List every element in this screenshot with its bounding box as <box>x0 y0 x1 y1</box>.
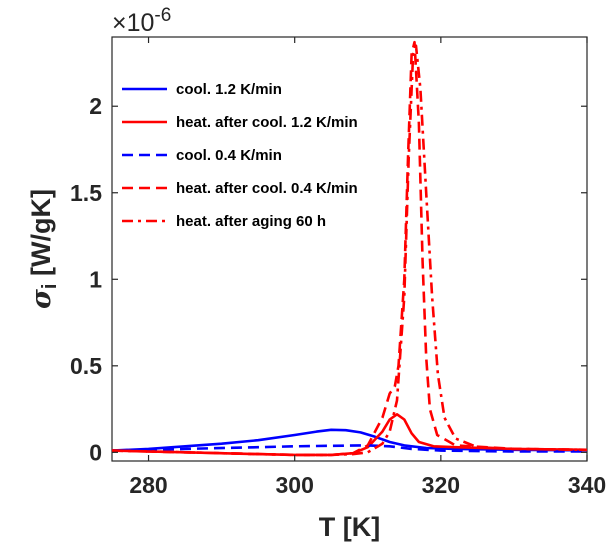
y-tick-label: 1.5 <box>70 180 102 206</box>
plot-frame <box>111 36 588 462</box>
x-tick-label: 280 <box>129 472 167 498</box>
y-axis-exponent: ×10-6 <box>112 5 171 37</box>
x-tick-label: 340 <box>568 472 606 498</box>
y-axis-ticks: 0 0.5 1 1.5 2 <box>70 93 587 465</box>
y-tick-label: 0.5 <box>70 353 102 379</box>
series-line-5 <box>112 44 587 457</box>
series-line-1 <box>112 428 587 452</box>
y-tick-label: 1 <box>89 266 102 292</box>
y-tick-label: 0 <box>89 439 102 465</box>
y-axis-unit: [W/gK] <box>26 189 56 283</box>
y-axis-subscript: i <box>39 283 61 289</box>
y-exponent-base: ×10 <box>112 9 154 37</box>
y-axis-label: σi [W/gK] <box>26 189 61 309</box>
x-tick-label: 300 <box>276 472 314 498</box>
y-tick-label: 2 <box>89 93 102 119</box>
legend-label: heat. after cool. 0.4 K/min <box>176 180 358 197</box>
y-axis-symbol: σ <box>26 289 57 309</box>
x-axis-ticks: 280 300 320 340 <box>129 37 606 498</box>
y-exponent-power: -6 <box>154 5 171 26</box>
legend: cool. 1.2 K/min heat. after cool. 1.2 K/m… <box>122 81 358 230</box>
legend-label: cool. 1.2 K/min <box>176 81 282 98</box>
legend-label: heat. after cool. 1.2 K/min <box>176 114 358 131</box>
legend-label: cool. 0.4 K/min <box>176 147 282 164</box>
legend-label: heat. after aging 60 h <box>176 213 326 230</box>
plot-area <box>111 36 588 462</box>
x-tick-label: 320 <box>422 472 460 498</box>
svg-text:σi [W/gK]: σi [W/gK] <box>26 189 61 309</box>
series-layer <box>112 40 587 457</box>
x-axis-label: T [K] <box>319 512 380 542</box>
